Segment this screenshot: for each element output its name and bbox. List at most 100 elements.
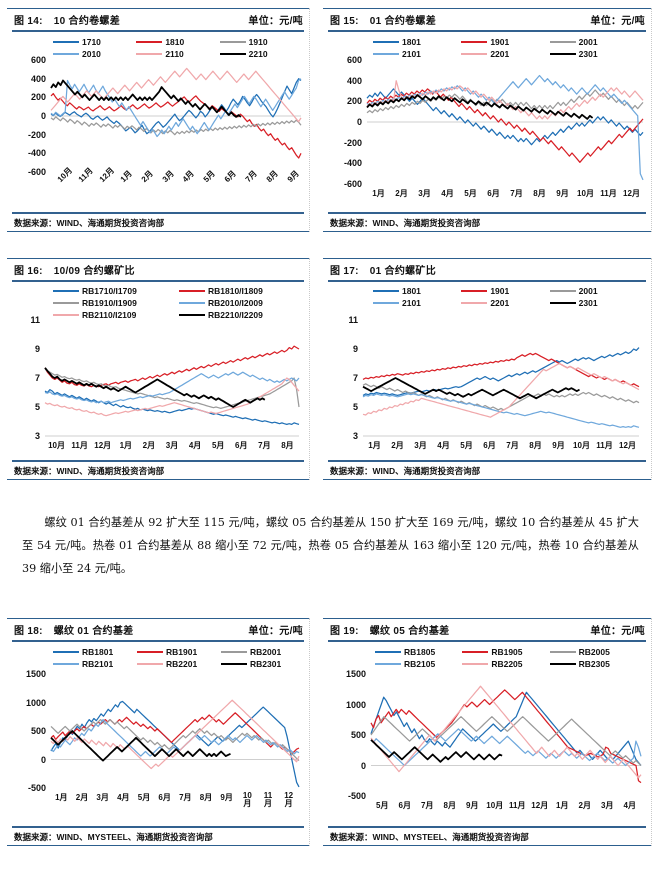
x-axis-tick-label: 10月	[486, 801, 504, 810]
header-divider	[328, 30, 646, 32]
chart-panel-fig17: 图 17: 01 合约螺矿比 1801 1901 2001 2101 2201 2301 …	[322, 258, 652, 480]
chart-panel-fig18: 图 18: 螺纹 01 合约基差 单位：元/吨 RB1801 RB1901 RB20…	[6, 618, 310, 846]
legend-label: 2010	[82, 49, 101, 59]
x-axis-tick-label: 5月	[376, 801, 389, 810]
x-axis-tick-label: 3月	[601, 801, 614, 810]
legend-label: RB2010/I2009	[208, 298, 263, 308]
footer-divider	[328, 826, 646, 828]
y-axis-tick-label: 200	[346, 96, 362, 107]
figure-number: 图 14:	[14, 15, 43, 27]
x-axis-tick-label: 4月	[117, 793, 130, 802]
legend-label: 2101	[402, 298, 421, 308]
chart-header-fig15: 图 15: 01 合约卷螺差 单位：元/吨	[323, 8, 651, 30]
x-axis-tick-label: 10月	[577, 189, 594, 198]
source-note: 数据来源：WIND、海通期货投资咨询部	[330, 218, 481, 228]
legend-swatch-line	[461, 41, 488, 43]
figure-title: 10 合约卷螺差	[53, 15, 121, 27]
series-line	[362, 383, 640, 411]
figure-unit: 单位：元/吨	[248, 625, 303, 637]
legend-label: RB1910/I1909	[82, 298, 137, 308]
series-line	[50, 718, 300, 757]
legend-swatch-line	[53, 53, 79, 55]
series-line	[370, 691, 642, 766]
legend-swatch-line	[375, 663, 401, 665]
legend-item: RB1905	[462, 647, 549, 657]
series-line	[44, 388, 300, 426]
legend-swatch-line	[549, 41, 576, 43]
y-axis-tick-label: 9	[34, 344, 40, 354]
x-axis-tick-label: 9月	[466, 801, 479, 810]
y-axis-tick-label: 600	[346, 55, 362, 65]
x-axis-tick-label: 6月	[158, 793, 171, 802]
figure-title: 螺纹 05 合约基差	[369, 625, 450, 637]
header-divider	[12, 640, 304, 642]
legend-item: 1801	[373, 37, 461, 47]
legend-label: 1901	[490, 286, 510, 296]
legend-item: RB2210/I2209	[179, 310, 305, 320]
header-divider	[12, 280, 304, 282]
y-axis-tick-label: 7	[352, 373, 358, 383]
chart-legend-fig15: 1801 1901 2001 2101 2201 2301	[373, 37, 638, 59]
figure-number: 图 17:	[330, 265, 359, 277]
plot-area-fig17: 11 9 7 5 3 1月 2月 3月 4月 5月 6月 7月 8月 9月 10月 11月 12月	[323, 315, 653, 458]
series-line	[44, 345, 300, 388]
legend-swatch-line	[179, 290, 205, 292]
legend-swatch-line	[53, 41, 79, 43]
x-axis-tick-label: 8月	[533, 189, 546, 198]
series-line	[50, 78, 302, 138]
legend-swatch-line	[549, 663, 576, 665]
y-axis-tick-label: 1500	[25, 669, 46, 679]
legend-swatch-line	[462, 663, 489, 665]
legend-label: 2101	[402, 49, 421, 59]
x-axis-tick-label: 8月	[529, 441, 542, 450]
legend-item: RB2005	[549, 647, 637, 657]
legend-item: RB2001	[221, 647, 305, 657]
chart-svg	[362, 347, 640, 437]
series-line	[44, 371, 300, 404]
series-line	[370, 716, 642, 766]
footer-divider	[12, 460, 304, 462]
y-axis-tick-label: 0	[360, 760, 366, 771]
series-line	[50, 718, 300, 762]
legend-item: RB2110/I2109	[53, 310, 179, 320]
chart-svg	[50, 699, 300, 788]
legend-label: 1801	[402, 37, 421, 47]
y-axis-tick-label: -200	[27, 129, 46, 140]
legend-label: 2301	[578, 298, 598, 308]
legend-label: RB1710/I1709	[82, 286, 137, 296]
legend-item: RB2305	[549, 659, 637, 669]
legend-label: 1810	[165, 37, 185, 47]
x-axis-tick-label: 2月	[391, 441, 404, 450]
y-axis-tick-label: 400	[346, 75, 362, 86]
chart-header-fig16: 图 16: 10/09 合约螺矿比	[7, 258, 309, 280]
legend-swatch-line	[53, 651, 79, 653]
y-axis-tick-label: 600	[30, 55, 46, 65]
x-axis-tick-label: 8月	[281, 441, 294, 450]
y-axis-tick-label: -400	[343, 158, 362, 169]
legend-item: 2201	[461, 298, 549, 308]
y-axis-tick-label: 1000	[345, 699, 366, 710]
y-axis-tick-label: 0	[40, 111, 46, 121]
y-axis-tick-label: 3	[34, 431, 40, 441]
panel-top-rule	[7, 8, 309, 9]
legend-swatch-line	[373, 53, 399, 55]
y-axis-tick-label: -500	[27, 783, 46, 793]
chart-legend-fig19: RB1805 RB1905 RB2005 RB2105 RB2205 RB2305	[375, 647, 637, 669]
x-axis-tick-label: 10月	[48, 441, 65, 450]
series-line	[50, 699, 300, 770]
legend-item: 2210	[219, 49, 303, 59]
chart-svg	[44, 345, 300, 437]
legend-item: 2201	[461, 49, 549, 59]
x-axis-tick-label: 12月	[531, 801, 549, 810]
panel-bottom-rule	[7, 231, 309, 232]
legend-item: 2001	[549, 37, 638, 47]
legend-item: RB1910/I1909	[53, 298, 179, 308]
legend-label: 2001	[578, 286, 598, 296]
legend-item: 2101	[373, 298, 461, 308]
x-axis-tick-label: 4月	[623, 801, 636, 810]
x-axis-tick-label: 4月	[441, 189, 454, 198]
x-axis-tick-label: 9月	[220, 793, 233, 802]
